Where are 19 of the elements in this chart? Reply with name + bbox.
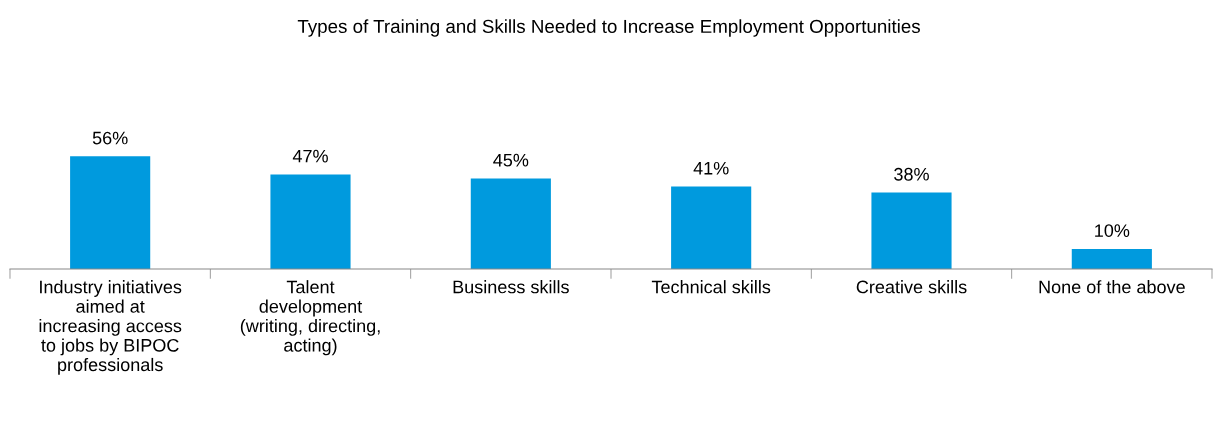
bar — [470, 178, 551, 269]
x-tick-label: Talent development (writing, directing, acting) — [240, 280, 380, 356]
x-tick-label: Industry initiatives aimed at increasing access to jobs by BIPOC professionals — [39, 280, 182, 375]
bar — [1071, 248, 1152, 269]
bar — [270, 174, 351, 269]
x-tick-label: Business skills — [453, 280, 569, 294]
bar — [70, 156, 151, 269]
x-tick-label: Technical skills — [651, 280, 771, 294]
data-label: 45% — [493, 153, 529, 167]
x-tick-label: None of the above — [1039, 280, 1185, 294]
bar — [871, 192, 952, 269]
data-label: 56% — [92, 131, 128, 145]
data-label: 47% — [292, 149, 328, 163]
data-label: 41% — [693, 161, 729, 175]
x-tick-label: Creative skills — [856, 280, 967, 294]
bar — [671, 186, 752, 269]
data-label: 10% — [1095, 224, 1130, 237]
data-label: 38% — [894, 167, 929, 181]
chart-title: Types of Training and Skills Needed to Increase Employment Opportunities — [297, 19, 920, 37]
